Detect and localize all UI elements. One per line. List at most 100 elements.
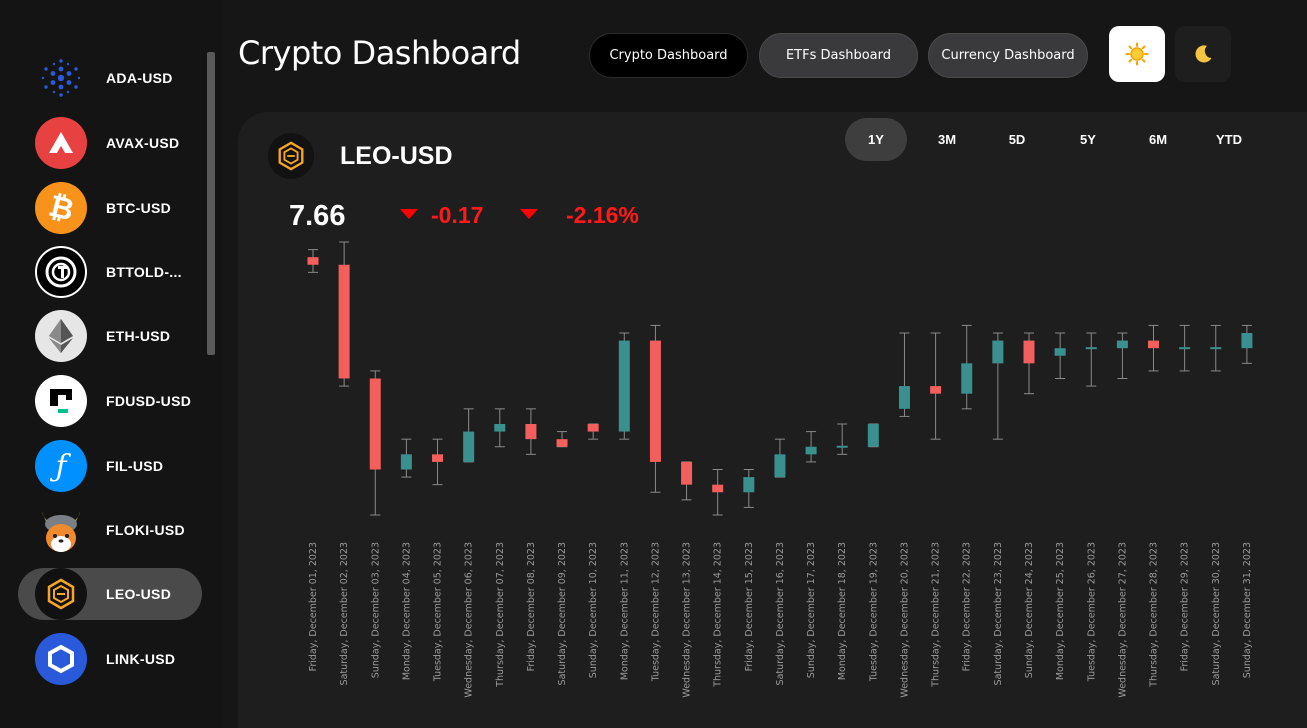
candle[interactable]	[1148, 324, 1160, 372]
x-tick-label: Tuesday, December 12, 2023	[650, 542, 661, 682]
candle[interactable]	[307, 249, 319, 273]
price-change: -0.17	[431, 202, 484, 228]
candle-body	[1116, 340, 1128, 349]
candle[interactable]	[681, 461, 693, 501]
sidebar-item-bttold[interactable]: BTTOLD-...	[18, 246, 202, 298]
candle[interactable]	[587, 423, 599, 440]
sidebar-item-eth[interactable]: ETH-USD	[18, 310, 202, 362]
candle[interactable]	[369, 370, 381, 516]
x-tick-label: Saturday, December 02, 2023	[339, 542, 350, 685]
ethereum-icon	[35, 310, 87, 362]
nav-currency-dashboard-button[interactable]: Currency Dashboard	[928, 33, 1088, 78]
sidebar-item-btc[interactable]: ₿ BTC-USD	[18, 182, 202, 234]
period-3m-button[interactable]: 3M	[937, 132, 957, 147]
current-price: 7.66	[289, 200, 346, 232]
candle-body	[525, 424, 537, 440]
sidebar-item-ada[interactable]: ADA-USD	[18, 52, 202, 104]
x-tick-label: Monday, December 25, 2023	[1055, 542, 1066, 680]
x-tick-label: Saturday, December 16, 2023	[775, 542, 786, 685]
x-tick-label: Tuesday, December 05, 2023	[433, 542, 444, 682]
candle-body	[681, 461, 693, 485]
candle-body	[1210, 347, 1222, 350]
price-change-percent: -2.16%	[566, 202, 639, 228]
x-tick-label: Thursday, December 28, 2023	[1149, 542, 1160, 688]
candle[interactable]	[1085, 332, 1097, 387]
candle-body	[743, 477, 755, 493]
candle[interactable]	[618, 332, 630, 440]
candle[interactable]	[1210, 324, 1222, 372]
candle[interactable]	[494, 408, 506, 448]
candle[interactable]	[338, 241, 350, 387]
x-tick-label: Saturday, December 09, 2023	[557, 542, 568, 685]
x-tick-label: Wednesday, December 27, 2023	[1117, 542, 1128, 698]
candle[interactable]	[805, 431, 817, 463]
candle-body	[1241, 333, 1253, 349]
candle-body	[1085, 347, 1097, 350]
candle[interactable]	[649, 324, 661, 493]
candle-body	[1179, 347, 1191, 350]
candle[interactable]	[1116, 332, 1128, 379]
candle[interactable]	[1054, 332, 1066, 379]
nav-etfs-dashboard-button[interactable]: ETFs Dashboard	[759, 33, 918, 78]
coin-title: LEO-USD	[340, 142, 453, 170]
candle[interactable]	[867, 423, 879, 448]
candle[interactable]	[836, 423, 848, 455]
dark-theme-button[interactable]	[1175, 26, 1231, 82]
candle-body	[805, 446, 817, 455]
period-5y-button[interactable]: 5Y	[1080, 132, 1096, 147]
candle[interactable]	[1179, 324, 1191, 372]
sidebar-item-fdusd[interactable]: FDUSD-USD	[18, 375, 202, 427]
candle[interactable]	[1023, 332, 1035, 395]
candle[interactable]	[774, 438, 786, 478]
sidebar-item-leo[interactable]: LEO-USD	[18, 568, 202, 620]
candle[interactable]	[1241, 324, 1253, 364]
candle-body	[338, 264, 350, 379]
candle[interactable]	[898, 332, 910, 417]
candle-body	[307, 257, 319, 265]
candle[interactable]	[432, 438, 444, 486]
candle[interactable]	[930, 332, 942, 440]
sidebar-scrollbar[interactable]	[207, 52, 215, 355]
candle-body	[712, 484, 724, 493]
x-tick-label: Sunday, December 24, 2023	[1024, 542, 1035, 678]
sidebar-item-label: BTC-USD	[106, 200, 172, 216]
candle-body	[898, 386, 910, 409]
candle[interactable]	[712, 469, 724, 516]
bitcoin-icon: ₿	[35, 182, 87, 234]
candle[interactable]	[743, 469, 755, 508]
candlestick-chart[interactable]: Friday, December 01, 2023 Saturday, Decem…	[290, 232, 1265, 698]
x-tick-label: Friday, December 15, 2023	[744, 542, 755, 671]
nav-crypto-dashboard-button[interactable]: Crypto Dashboard	[589, 33, 748, 78]
period-ytd-button[interactable]: YTD	[1216, 132, 1242, 147]
x-tick-label: Sunday, December 03, 2023	[370, 542, 381, 678]
candle[interactable]	[400, 438, 412, 478]
sidebar-item-fil[interactable]: ƒ FIL-USD	[18, 440, 202, 492]
candle-body	[494, 424, 506, 432]
candle[interactable]	[961, 324, 973, 410]
x-tick-label: Wednesday, December 20, 2023	[899, 542, 910, 698]
x-tick-label: Monday, December 11, 2023	[619, 542, 630, 680]
sidebar-item-avax[interactable]: AVAX-USD	[18, 117, 202, 169]
sidebar-item-label: AVAX-USD	[106, 135, 180, 151]
candle[interactable]	[525, 408, 537, 455]
sidebar-item-label: FIL-USD	[106, 458, 164, 474]
leo-icon	[35, 568, 87, 620]
down-arrow-icon	[400, 209, 418, 219]
candle-body	[432, 454, 444, 462]
sidebar-item-label: FDUSD-USD	[106, 393, 192, 409]
x-tick-label: Monday, December 04, 2023	[401, 542, 412, 680]
sidebar-item-link[interactable]: LINK-USD	[18, 633, 202, 685]
period-1y-button[interactable]: 1Y	[845, 118, 907, 161]
period-5d-button[interactable]: 5D	[1008, 132, 1026, 147]
light-theme-button[interactable]	[1109, 26, 1165, 82]
x-tick-label: Friday, December 22, 2023	[962, 542, 973, 671]
candle[interactable]	[463, 408, 475, 463]
period-6m-button[interactable]: 6M	[1148, 132, 1168, 147]
moon-icon	[1195, 45, 1212, 63]
sidebar-item-label: ETH-USD	[106, 328, 171, 344]
page-title: Crypto Dashboard	[238, 34, 521, 72]
candle[interactable]	[992, 332, 1004, 440]
candle[interactable]	[556, 431, 568, 448]
sidebar-item-floki[interactable]: FLOKI-USD	[18, 504, 202, 556]
x-tick-label: Tuesday, December 26, 2023	[1086, 542, 1097, 682]
